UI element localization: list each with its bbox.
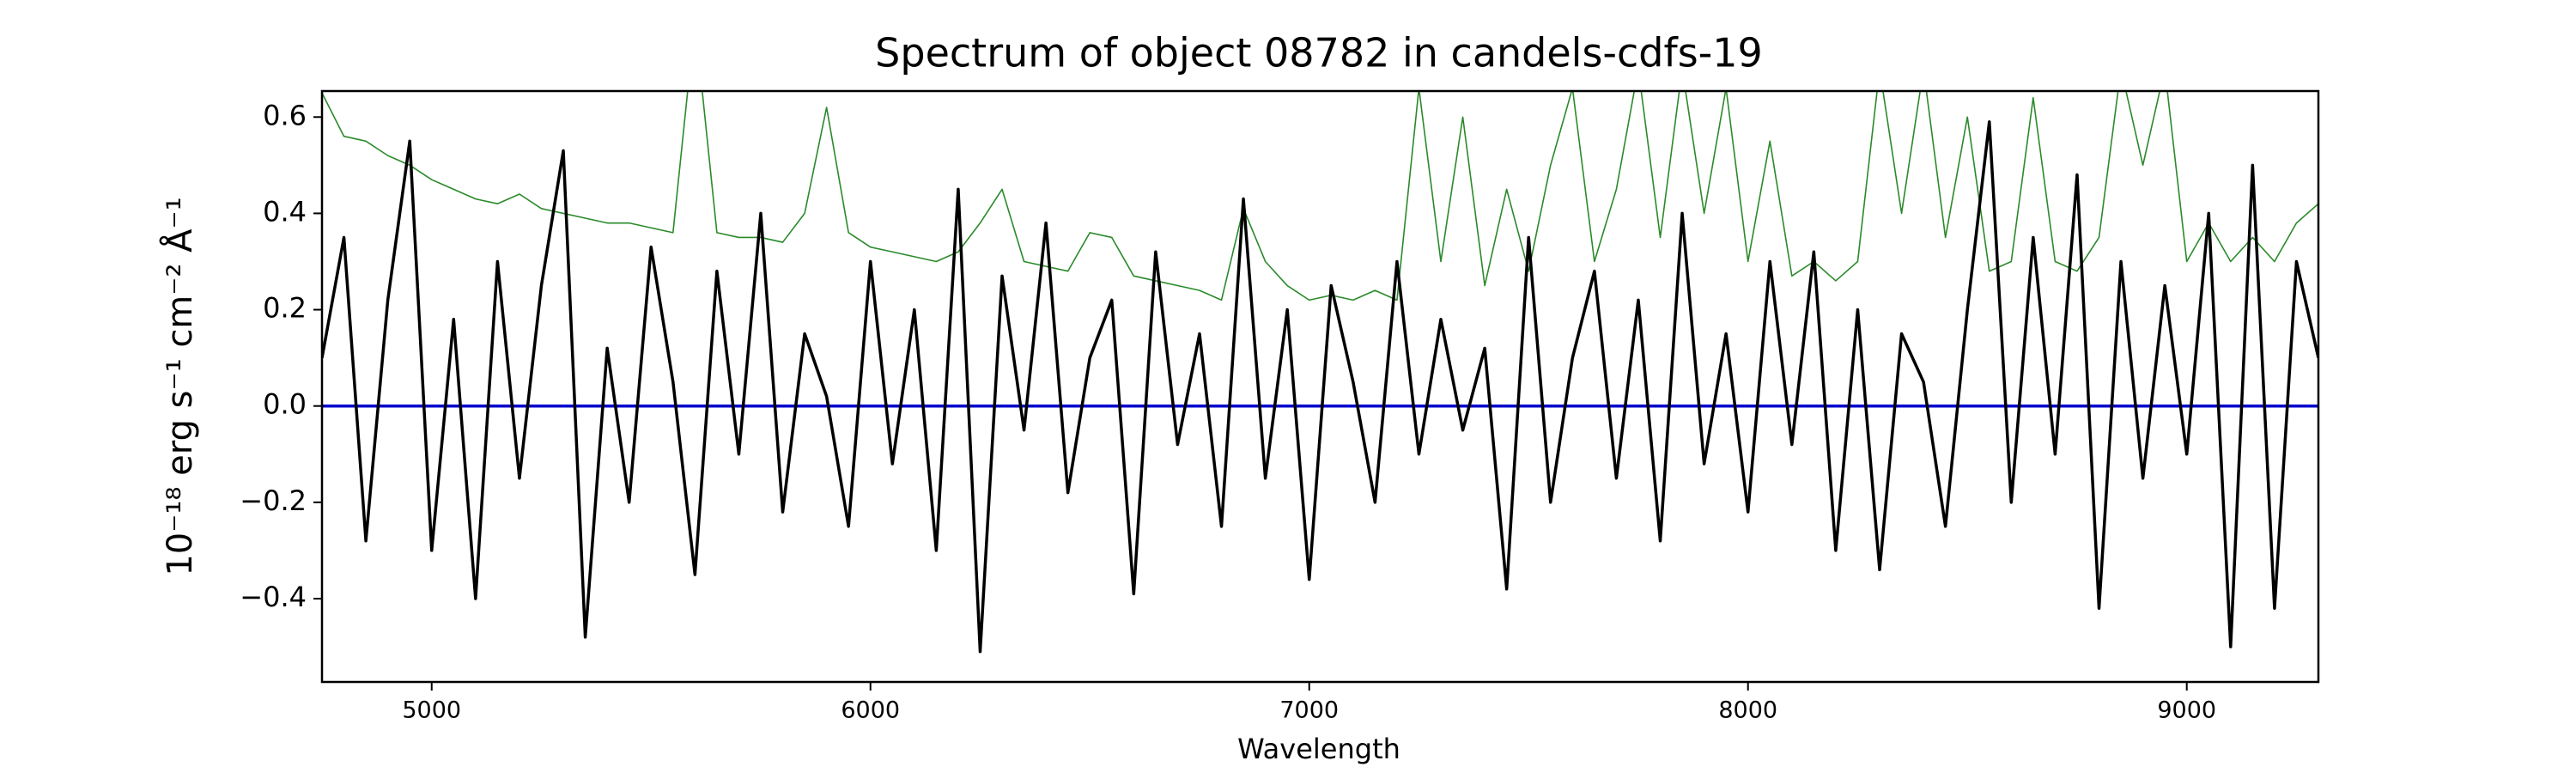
- x-axis-label: Wavelength: [1237, 733, 1400, 765]
- y-tick-label: 0.6: [263, 99, 307, 131]
- y-tick-label: −0.4: [240, 581, 307, 613]
- x-tick-label: 6000: [841, 697, 900, 724]
- plot-area: [322, 91, 2318, 654]
- x-tick-label: 5000: [402, 697, 461, 724]
- y-tick-label: −0.2: [240, 484, 307, 517]
- x-tick-label: 8000: [1718, 697, 1777, 724]
- y-axis-label: 10⁻¹⁸ erg s⁻¹ cm⁻² Å⁻¹: [159, 197, 200, 575]
- y-tick-label: 0.2: [263, 292, 307, 325]
- x-tick-label: 7000: [1279, 697, 1339, 724]
- spectrum-line: [322, 120, 2318, 654]
- x-tick-label: 9000: [2157, 697, 2216, 724]
- spectrum-line: [322, 91, 2318, 301]
- chart-title: Spectrum of object 08782 in candels-cdfs…: [875, 30, 1763, 76]
- y-tick-label: 0.4: [263, 195, 307, 228]
- plot-frame: [320, 89, 2320, 684]
- y-tick-label: 0.0: [263, 388, 307, 421]
